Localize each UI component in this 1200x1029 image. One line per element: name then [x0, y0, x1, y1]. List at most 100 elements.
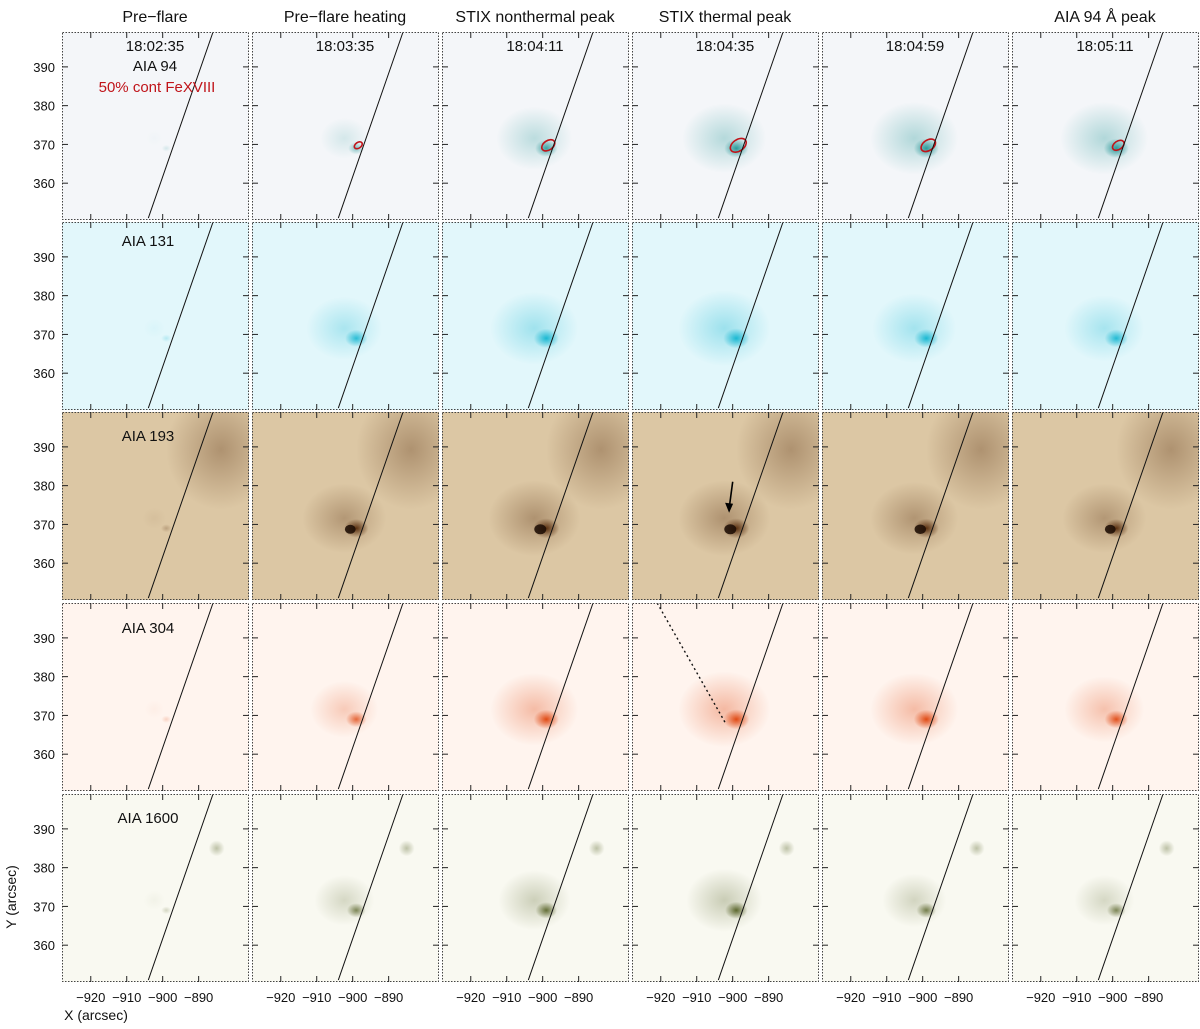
solar-limb-line — [717, 32, 784, 219]
panel-r3-c3 — [442, 412, 629, 600]
panel-r4-c2 — [252, 603, 439, 791]
y-tick-label: 370 — [33, 708, 55, 723]
panel-r5-c4 — [632, 794, 819, 982]
panel-r5-c5 — [822, 794, 1009, 982]
x-tick-label: −910 — [112, 990, 141, 1005]
x-tick-label: −920 — [1026, 990, 1055, 1005]
panel-frame — [442, 794, 629, 982]
panel-frame — [442, 222, 629, 410]
solar-limb-line — [907, 222, 974, 409]
emission-halo — [145, 130, 163, 147]
y-tick-label: 360 — [33, 938, 55, 953]
emission-halo — [144, 700, 165, 719]
panel-r3-c6 — [1012, 412, 1199, 600]
panel-r4-c3 — [442, 603, 629, 791]
flare-kernel — [535, 139, 558, 157]
y-tick-label: 380 — [33, 99, 55, 114]
panel-r2-c3 — [442, 222, 629, 410]
flare-kernel — [533, 328, 559, 348]
flare-kernel — [914, 328, 939, 348]
panel-frame — [822, 603, 1009, 791]
solar-limb-line — [907, 412, 974, 599]
x-tick-label: −900 — [528, 990, 557, 1005]
y-tick-label: 380 — [33, 289, 55, 304]
flare-kernel — [345, 329, 368, 347]
x-tick-label: −910 — [492, 990, 521, 1005]
timestamp-col-6: 18:05:11 — [1076, 38, 1133, 55]
flare-kernel — [161, 715, 172, 723]
bright-point — [208, 840, 225, 857]
flare-kernel-dark — [724, 524, 737, 535]
y-tick-label: 370 — [33, 137, 55, 152]
panel-frame — [442, 32, 629, 220]
x-tick-label: −900 — [908, 990, 937, 1005]
panel-r1-c2 — [252, 32, 439, 220]
flare-kernel-dark — [534, 524, 547, 535]
flare-kernel — [161, 334, 172, 343]
panel-frame — [822, 412, 1009, 600]
panel-frame — [822, 794, 1009, 982]
flare-kernel — [725, 901, 748, 919]
active-region-haze — [735, 412, 819, 510]
flare-kernel — [913, 709, 939, 729]
fexviii-contour — [541, 138, 556, 152]
emission-halo — [1074, 875, 1135, 926]
active-region-haze — [925, 412, 1009, 510]
solar-limb-line — [527, 222, 594, 409]
x-tick-labels: −920 −910 −900 −890 −920 −910 −900 −890 −920 −910… — [76, 990, 1163, 1005]
loop-trace — [656, 603, 727, 724]
row-label-aia193: AIA 193 — [122, 428, 175, 445]
column-headers: Pre−flare Pre−flare heating STIX nonther… — [122, 7, 1156, 26]
timestamp-col-3: 18:04:11 — [506, 38, 563, 55]
panel-frame — [1012, 222, 1199, 410]
emission-halo — [1064, 676, 1145, 743]
solar-limb-line — [337, 794, 404, 981]
column-header-stix-thermal-peak: STIX thermal peak — [659, 9, 793, 26]
solar-limb-line — [527, 603, 594, 790]
emission-halo — [870, 101, 959, 175]
y-tick-label: 360 — [33, 176, 55, 191]
panel-r5-c1 — [62, 794, 249, 982]
active-region-haze — [165, 412, 249, 510]
emission-halo — [302, 483, 387, 554]
emission-halo — [872, 293, 957, 364]
x-tick-label: −900 — [338, 990, 367, 1005]
panel-r2-c1 — [62, 222, 249, 410]
panel-frame — [62, 32, 249, 220]
panel-r4-c5 — [822, 603, 1009, 791]
emission-halo — [490, 672, 579, 746]
emission-halo — [1062, 483, 1147, 554]
panel-r1-c1 — [62, 32, 249, 220]
emission-halo — [498, 870, 571, 931]
panel-frame — [1012, 603, 1199, 791]
flare-kernel-dark — [344, 524, 356, 534]
panel-frame — [442, 412, 629, 600]
y-tick-label: 370 — [33, 327, 55, 342]
panel-r5-c3 — [442, 794, 629, 982]
solar-limb-line — [1097, 794, 1164, 981]
x-tick-label: −890 — [1134, 990, 1163, 1005]
solar-limb-line — [147, 222, 214, 409]
y-tick-label: 360 — [33, 366, 55, 381]
solar-limb-line — [717, 412, 784, 599]
active-region-haze — [355, 412, 439, 510]
panel-frame — [1012, 32, 1199, 220]
fexviii-contour — [1111, 139, 1125, 152]
column-header-stix-nonthermal-peak: STIX nonthermal peak — [455, 9, 615, 26]
panel-r3-c4 — [632, 412, 819, 600]
x-tick-label: −910 — [1062, 990, 1091, 1005]
panel-r5-c2 — [252, 794, 439, 982]
solar-limb-line — [337, 222, 404, 409]
emission-halo — [882, 873, 947, 928]
panel-r4-c6 — [1012, 603, 1199, 791]
y-tick-label: 380 — [33, 670, 55, 685]
panel-r1-c6 — [1012, 32, 1199, 220]
emission-halo — [1060, 101, 1149, 175]
flare-kernel — [160, 524, 172, 533]
panel-r1-c3 — [442, 32, 629, 220]
panel-background — [62, 603, 249, 791]
solar-limb-line — [1097, 603, 1164, 790]
y-tick-label: 390 — [33, 822, 55, 837]
column-header-pre-flare: Pre−flare — [122, 9, 187, 26]
solar-limb-line — [717, 603, 784, 790]
